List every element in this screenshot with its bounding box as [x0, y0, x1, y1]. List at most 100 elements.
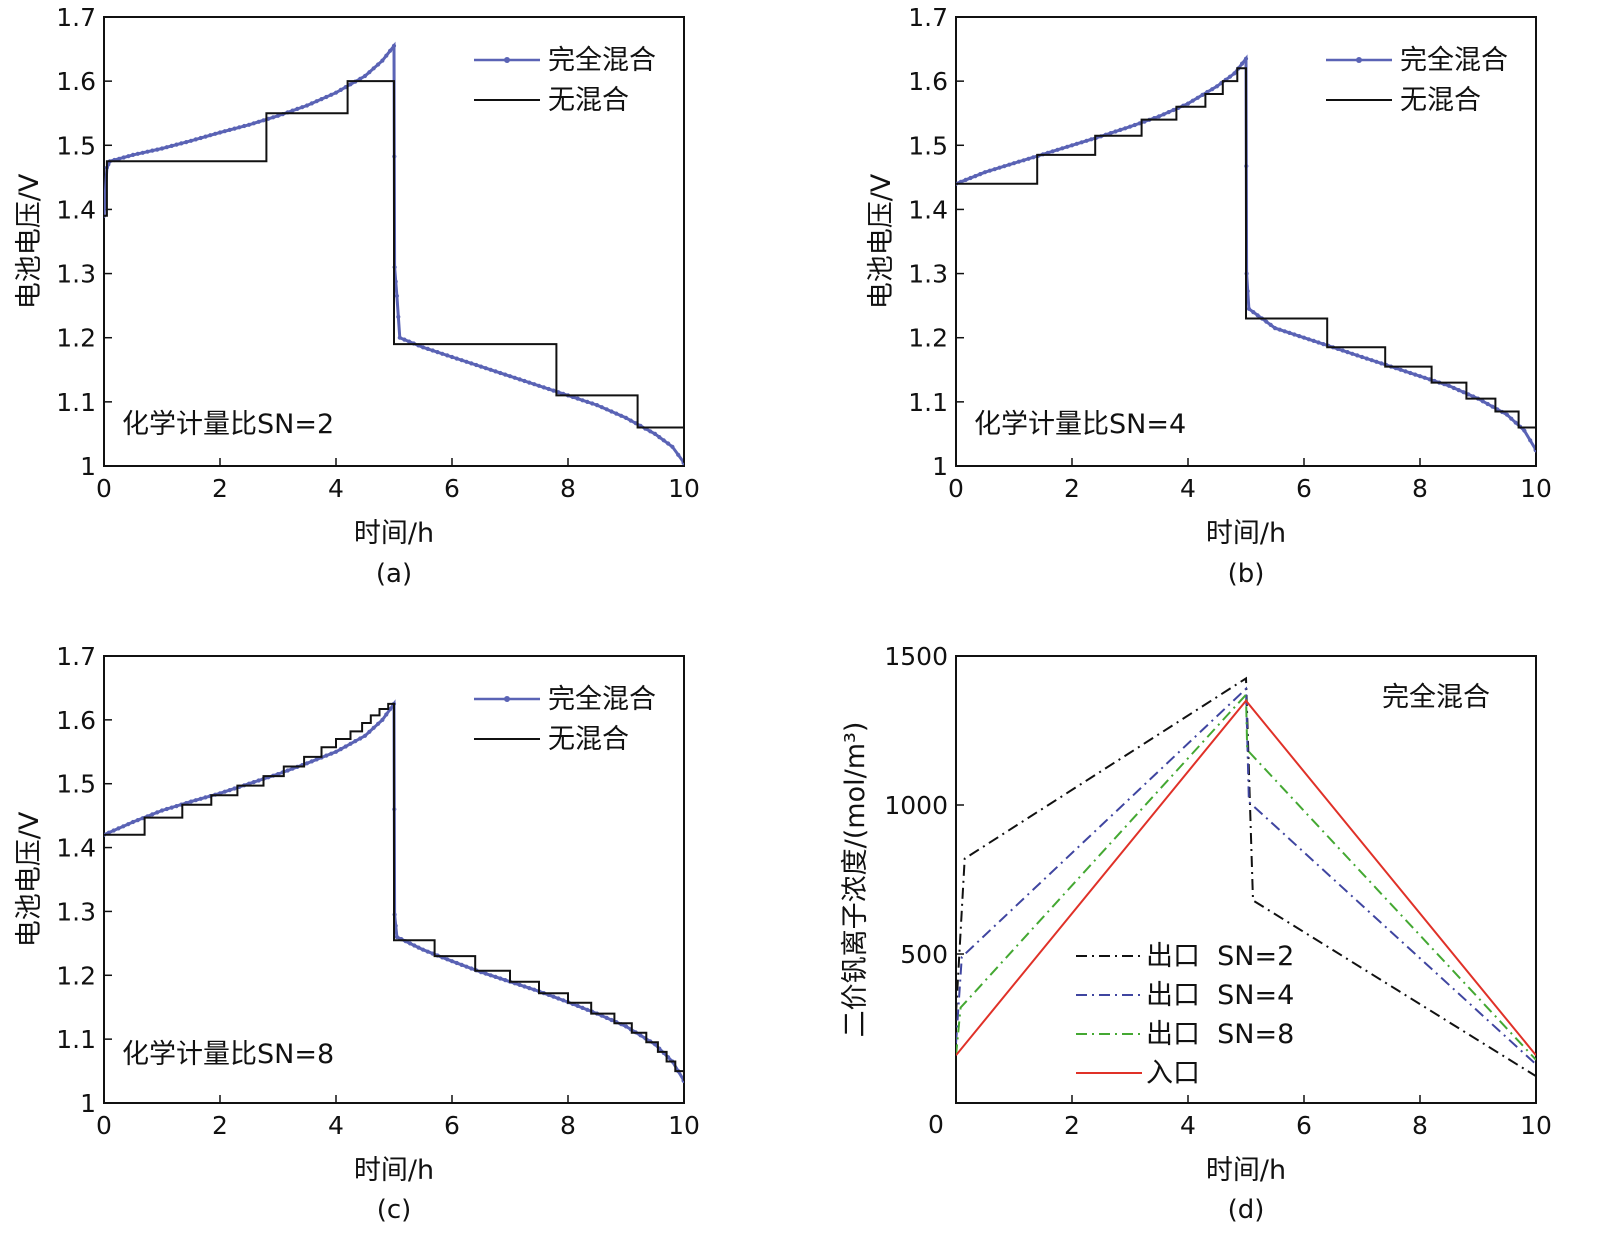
data-point: [541, 385, 546, 390]
data-point: [1355, 353, 1360, 358]
data-point: [1480, 399, 1485, 404]
data-point: [652, 431, 658, 436]
data-point: [594, 403, 600, 408]
data-point: [1398, 367, 1403, 372]
data-point: [371, 725, 376, 730]
plot-area: [104, 699, 684, 1084]
data-point: [445, 353, 450, 358]
data-point: [585, 1007, 590, 1012]
legend-label: 无混合: [1400, 85, 1481, 116]
legend-label: 完全混合: [1400, 45, 1508, 76]
data-point: [380, 58, 385, 63]
data-point: [527, 380, 532, 385]
data-point: [193, 137, 198, 142]
data-point: [561, 998, 566, 1003]
y-tick-label: 1.5: [56, 770, 96, 799]
plot-area: [104, 41, 684, 466]
data-point: [1272, 326, 1278, 331]
data-point: [1509, 416, 1514, 421]
data-point: [614, 411, 619, 416]
x-tick-label: 2: [1064, 1111, 1080, 1140]
x-tick-label: 0: [948, 474, 964, 503]
legend-label: 无混合: [548, 85, 629, 116]
data-point: [1055, 147, 1060, 152]
data-point: [174, 804, 179, 809]
data-point: [169, 143, 174, 148]
data-point: [1379, 361, 1384, 366]
y-tick-label: 1.7: [56, 3, 96, 32]
y-tick-label: 1.4: [908, 195, 948, 224]
data-point: [1011, 161, 1017, 166]
data-point: [982, 170, 988, 175]
data-point: [324, 94, 329, 100]
data-point: [580, 1005, 585, 1011]
data-point: [1513, 420, 1518, 425]
data-point: [585, 399, 590, 404]
data-point: [580, 398, 585, 403]
data-point: [503, 372, 508, 377]
data-point: [376, 721, 381, 726]
plot-frame: [955, 16, 1537, 467]
series-line: [104, 702, 684, 1081]
data-point: [1456, 388, 1461, 393]
data-point: [609, 1017, 614, 1023]
data-point: [464, 964, 469, 969]
data-point: [135, 818, 140, 823]
data-point: [599, 405, 604, 410]
data-point: [397, 335, 402, 340]
data-point: [116, 826, 121, 831]
data-point: [362, 73, 368, 79]
data-point: [488, 973, 493, 978]
data-point: [661, 438, 666, 443]
series-line: [104, 80, 684, 463]
legend-label: 入口: [1146, 1058, 1200, 1089]
chart-panel-a: 0 2 4 6 8 10 1 1.1 1.2 1.3 1.4 1.5 1.6 1.7 时间/h 电池电压/V (…: [14, 3, 700, 589]
data-point: [367, 729, 372, 734]
legend-label: 出口 SN=8: [1146, 1019, 1294, 1050]
data-point: [416, 945, 421, 950]
data-point: [575, 1003, 580, 1009]
data-point: [380, 717, 385, 723]
data-point: [333, 90, 339, 95]
data-point: [367, 70, 372, 75]
data-point: [169, 805, 174, 810]
data-point: [384, 712, 389, 717]
x-axis-label: 时间/h: [1206, 518, 1286, 549]
data-point: [435, 350, 440, 355]
data-point: [498, 976, 503, 981]
data-point: [319, 97, 324, 102]
y-tick-label: 500: [900, 940, 948, 969]
data-point: [1246, 306, 1252, 311]
data-point: [1016, 159, 1021, 164]
data-point: [1297, 334, 1302, 339]
data-point: [164, 145, 169, 150]
data-point: [394, 934, 399, 940]
data-point: [1113, 129, 1118, 134]
data-point: [1451, 385, 1456, 391]
x-tick-label: 2: [1064, 474, 1080, 503]
data-point: [425, 346, 430, 351]
data-point: [371, 66, 376, 71]
data-point: [159, 808, 165, 813]
y-tick-label: 1: [80, 1089, 96, 1118]
x-tick-label: 4: [328, 1111, 344, 1140]
data-point: [314, 99, 319, 104]
data-point: [271, 115, 276, 120]
data-point: [1161, 112, 1166, 117]
data-point: [126, 154, 131, 159]
x-tick-label: 10: [668, 474, 700, 503]
y-tick-label: 1.1: [56, 388, 96, 417]
data-point: [121, 824, 126, 829]
data-point: [527, 986, 532, 991]
data-point: [483, 366, 488, 371]
legend-label: 完全混合: [548, 684, 656, 715]
data-point: [251, 121, 256, 126]
data-point: [488, 367, 493, 372]
data-point: [1243, 56, 1249, 61]
data-point: [1461, 390, 1466, 395]
y-tick-label: 1.4: [56, 834, 96, 863]
legend-marker: [1356, 57, 1362, 63]
plot-frame: [103, 655, 685, 1104]
y-tick-label: 1.6: [56, 706, 96, 735]
data-point: [590, 401, 595, 406]
